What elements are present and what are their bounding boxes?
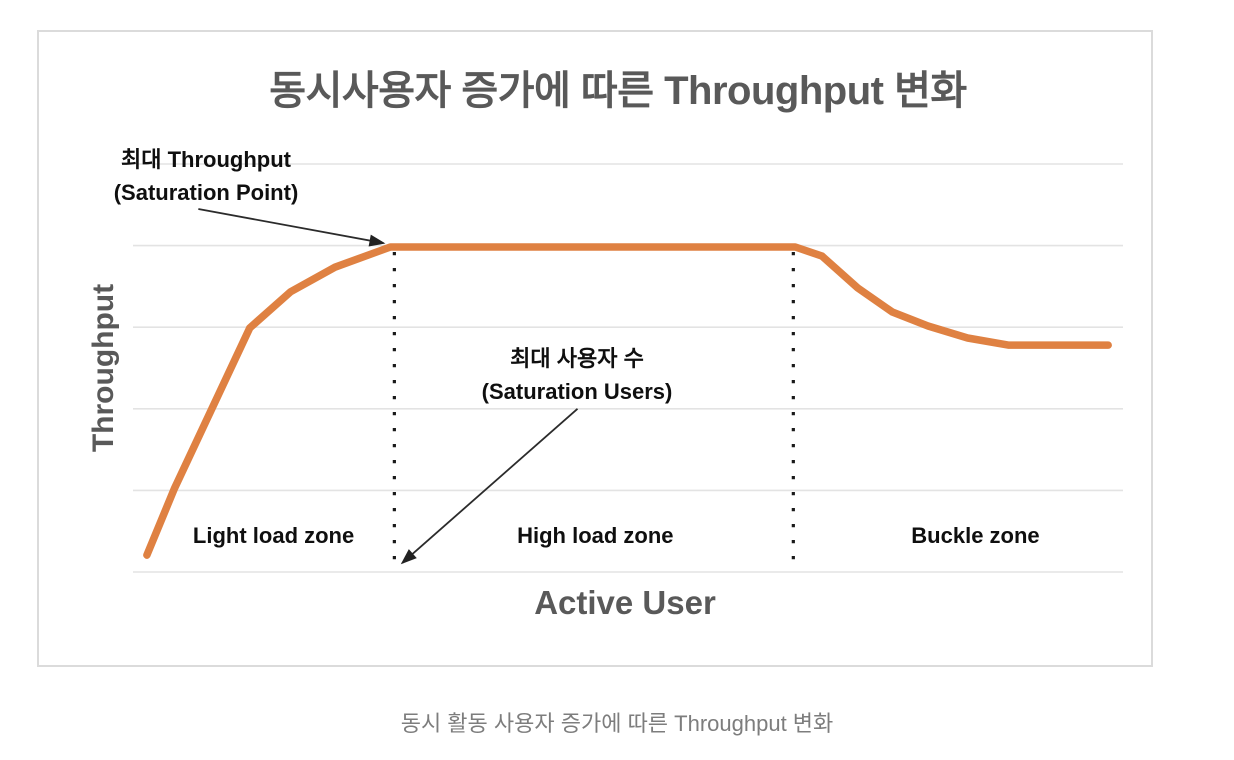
x-axis-label: Active User xyxy=(534,584,716,621)
chart-title: 동시사용자 증가에 따른 Throughput 변화 xyxy=(269,69,967,113)
zone-label-high-load: High load zone xyxy=(517,523,674,548)
zone-label-light-load: Light load zone xyxy=(192,523,355,548)
annotation-saturation-users-line2: (Saturation Users) xyxy=(481,379,673,404)
annotation-saturation-users-line1: 최대 사용자 수 xyxy=(510,346,644,371)
zone-label-buckle: Buckle zone xyxy=(911,523,1040,548)
annotation-saturation-point-line1: 최대 Throughput xyxy=(120,147,291,172)
figure-caption: 동시 활동 사용자 증가에 따른 Throughput 변화 xyxy=(400,711,834,736)
annotation-saturation-point: 최대 Throughput (Saturation Point) xyxy=(114,143,299,209)
y-axis-label: Throughput xyxy=(87,283,120,453)
annotation-saturation-point-line2: (Saturation Point) xyxy=(113,180,299,205)
annotation-saturation-users: 최대 사용자 수 (Saturation Users) xyxy=(482,342,673,408)
